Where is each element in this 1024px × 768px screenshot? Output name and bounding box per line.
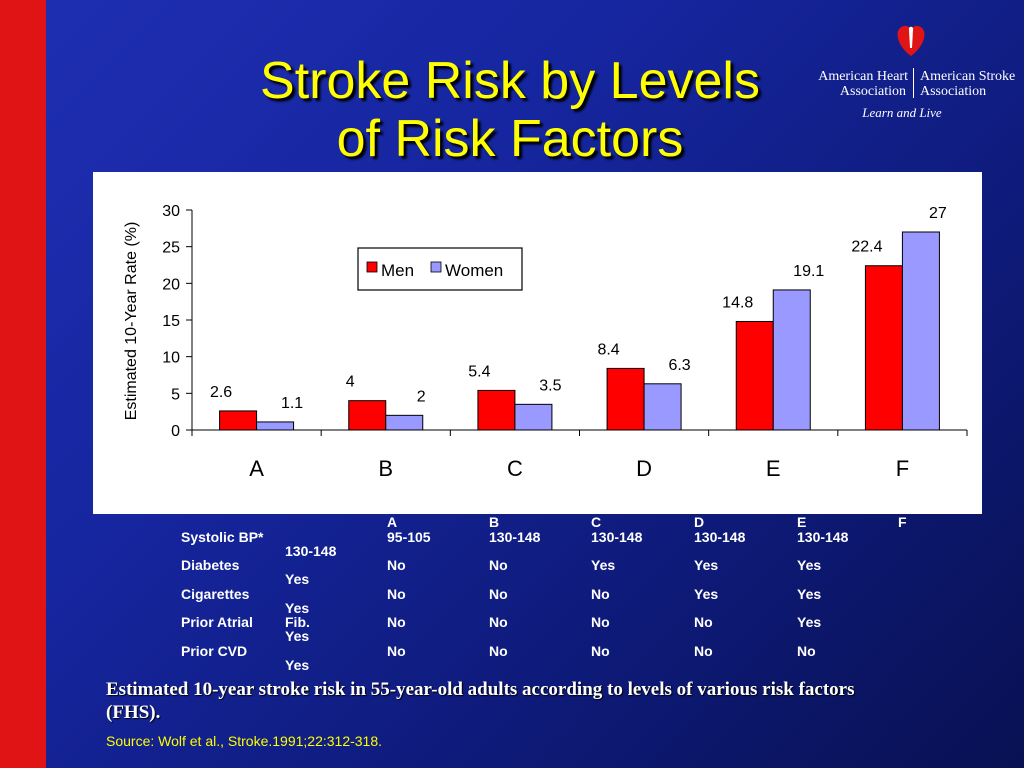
aha-asa-logo: American Heart Association American Stro…	[818, 25, 1015, 120]
table-cell: Yes	[797, 614, 822, 630]
title-line-1: Stroke Risk by Levels	[260, 52, 760, 110]
data-label-men-C: 5.4	[468, 363, 490, 380]
slide-title: Stroke Risk by Levels of Risk Factors	[150, 52, 870, 168]
y-axis-title: Estimated 10-Year Rate (%)	[123, 222, 140, 421]
table-cell: Yes	[797, 557, 822, 573]
table-cell: No	[591, 586, 610, 602]
data-label-women-B: 2	[417, 388, 426, 405]
bar-women-C	[514, 403, 553, 431]
table-cell: 130-148	[797, 529, 849, 545]
table-row-label: Systolic BP*	[181, 529, 264, 545]
title-line-2: of Risk Factors	[336, 110, 684, 168]
aha-name-line-2: Association	[840, 84, 906, 99]
bar-women-D	[643, 383, 682, 431]
bar-chart: Estimated 10-Year Rate (%) 051015202530 …	[123, 203, 968, 481]
asa-name-line-2: Association	[920, 84, 986, 99]
table-row-label: Diabetes	[181, 557, 240, 573]
red-accent-stripe	[0, 0, 46, 768]
table-cell: No	[387, 643, 406, 659]
table-cell: No	[591, 614, 610, 630]
table-cell: Yes	[285, 571, 310, 587]
logo-tagline: Learn and Live	[861, 105, 942, 120]
table-cell: Yes	[694, 557, 719, 573]
table-column-header: B	[489, 514, 500, 530]
bar-women-B	[385, 414, 424, 431]
table-row-label: Cigarettes	[181, 586, 250, 602]
table-column-header: C	[591, 514, 602, 530]
chart-panel: Estimated 10-Year Rate (%) 0 5 10 15 20 25 30 …	[93, 172, 982, 514]
table-cell: 130-148	[694, 529, 746, 545]
y-tick-label: 10	[162, 350, 180, 367]
table-cell: No	[797, 643, 816, 659]
table-cell: Yes	[285, 628, 310, 644]
y-tick-label: 25	[162, 240, 180, 257]
table-cell: No	[694, 614, 713, 630]
bar-men-C	[477, 389, 516, 431]
y-tick-label: 20	[162, 276, 180, 293]
table-cell: No	[489, 643, 508, 659]
chart-legend: Men Women	[357, 247, 523, 291]
table-cell: 130-148	[591, 529, 643, 545]
source-citation: Source: Wolf et al., Stroke.1991;22:312-…	[106, 733, 383, 749]
data-label-women-E: 19.1	[793, 263, 824, 280]
y-tick-label: 15	[162, 313, 180, 330]
table-cell: No	[387, 586, 406, 602]
legend-swatch-women	[430, 261, 442, 273]
data-label-men-F: 22.4	[851, 239, 882, 256]
x-category-label: E	[766, 456, 781, 481]
table-row-label: Fib.	[285, 614, 310, 630]
y-tick-label: 30	[162, 203, 180, 220]
data-label-men-A: 2.6	[210, 384, 232, 401]
legend-swatch-men	[366, 261, 378, 273]
table-cell: No	[489, 557, 508, 573]
bar-men-A	[219, 410, 258, 431]
bar-men-B	[348, 400, 387, 431]
table-cell: Yes	[797, 586, 822, 602]
legend-label-women: Women	[445, 261, 503, 280]
bar-women-E	[772, 289, 811, 431]
x-category-label: C	[507, 456, 523, 481]
asa-name-line-1: American Stroke	[920, 69, 1015, 84]
table-column-header: F	[898, 514, 907, 530]
data-label-women-F: 27	[929, 205, 947, 222]
x-category-label: D	[636, 456, 652, 481]
table-column-header: E	[797, 514, 807, 530]
table-cell: Yes	[591, 557, 616, 573]
table-cell: Yes	[285, 600, 310, 616]
table-cell: No	[387, 557, 406, 573]
bar-women-A	[256, 421, 295, 431]
x-category-label: A	[249, 456, 264, 481]
bar-women-F	[901, 231, 940, 431]
table-cell: No	[591, 643, 610, 659]
legend-label-men: Men	[381, 261, 414, 280]
table-row-label: Prior CVD	[181, 643, 248, 659]
bar-men-E	[735, 320, 774, 431]
data-label-men-D: 8.4	[597, 341, 619, 358]
y-tick-label: 5	[171, 386, 180, 403]
table-cell: Yes	[285, 657, 310, 673]
data-label-men-E: 14.8	[722, 294, 753, 311]
x-category-label: B	[378, 456, 393, 481]
y-tick-label: 0	[171, 423, 180, 440]
table-cell: Yes	[694, 586, 719, 602]
table-row-label: Prior Atrial	[181, 614, 253, 630]
slide-caption: Estimated 10-year stroke risk in 55-year…	[106, 679, 855, 723]
bar-men-D	[606, 367, 645, 431]
table-cell: No	[489, 614, 508, 630]
table-cell: 130-148	[285, 543, 337, 559]
table-cell: No	[694, 643, 713, 659]
table-cell: 95-105	[387, 529, 431, 545]
table-cell: No	[489, 586, 508, 602]
bar-men-F	[864, 265, 903, 431]
table-cell: 130-148	[489, 529, 541, 545]
table-column-header: D	[694, 514, 705, 530]
data-label-women-D: 6.3	[668, 357, 690, 374]
aha-name-line-1: American Heart	[818, 69, 908, 84]
table-cell: No	[387, 614, 406, 630]
table-column-header: A	[387, 514, 398, 530]
data-label-women-C: 3.5	[539, 377, 561, 394]
x-category-label: F	[896, 456, 909, 481]
data-label-women-A: 1.1	[281, 395, 303, 412]
data-label-men-B: 4	[346, 374, 355, 391]
